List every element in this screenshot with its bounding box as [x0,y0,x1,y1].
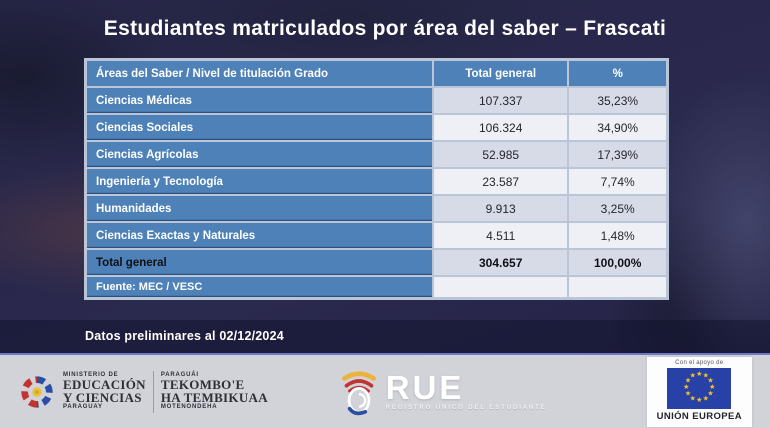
rue-tagline: REGISTRO ÚNICO DEL ESTUDIANTE [385,404,547,411]
ministry-line-small-top: MINISTERIO DE [63,372,119,378]
eu-star-icon: ★ [684,377,692,385]
background-dark-strip [0,320,770,353]
eu-star-icon: ★ [702,395,709,403]
percent-cell: 17,39% [569,142,666,167]
table-row: Humanidades 9.913 3,25% [87,196,666,221]
percent-cell: 35,23% [569,88,666,113]
preliminary-data-note: Datos preliminares al 02/12/2024 [85,329,284,343]
total-cell: 304.657 [434,250,568,275]
eu-support-text: Con el apoyo de [675,359,724,366]
guarani-line-small-top: PARAGUÁI [160,372,199,378]
ministry-logo: MINISTERIO DE EDUCACIÓN Y CIENCIAS PARAG… [18,370,268,413]
eu-star-icon: ★ [707,377,714,385]
eu-star-icon: ★ [702,372,709,380]
ministry-line-small-bottom: PARAGUAY [63,404,103,410]
eu-star-icon: ★ [689,372,696,380]
percent-cell: 1,48% [569,223,666,248]
table-body: Ciencias Médicas 107.337 35,23% Ciencias… [87,88,666,297]
ministry-text-es: MINISTERIO DE EDUCACIÓN Y CIENCIAS PARAG… [63,372,146,411]
eu-star-icon: ★ [709,384,716,391]
table-row: Fuente: MEC / VESC [87,277,666,297]
page-title: Estudiantes matriculados por área del sa… [103,17,667,40]
ministry-line-main2: Y CIENCIAS [63,389,142,405]
area-cell: Fuente: MEC / VESC [87,277,432,297]
percent-cell [569,277,666,297]
column-header-area: Áreas del Saber / Nivel de titulación Gr… [87,61,432,86]
eu-star-icon: ★ [696,371,703,378]
percent-cell: 34,90% [569,115,666,140]
area-cell: Ciencias Sociales [87,115,432,140]
rue-fingerprint-icon [341,370,376,415]
guarani-line-main1: TEKOMBO'E [160,377,245,392]
table-row: Ciencias Sociales 106.324 34,90% [87,115,666,140]
area-cell: Ciencias Médicas [87,88,432,113]
table-row: Ciencias Médicas 107.337 35,23% [87,88,666,113]
eu-support-box: Con el apoyo de ★ ★ ★ ★ ★ ★ ★ ★ ★ ★ ★ ★ UNIÓN EUROP… [646,356,752,427]
ministry-text-guarani: PARAGUÁI TEKOMBO'E HA TEMBIKUAA MOTENOND… [161,372,268,411]
area-cell: Ciencias Agrícolas [87,142,432,167]
total-cell [434,277,568,297]
percent-cell: 7,74% [569,169,666,194]
eu-star-icon: ★ [683,384,690,391]
ministry-emblem-icon [21,375,53,408]
area-cell: Total general [87,250,432,275]
total-cell: 23.587 [434,169,568,194]
column-header-total: Total general [434,61,568,86]
percent-cell: 100,00% [569,250,666,275]
eu-star-icon: ★ [684,390,692,398]
total-cell: 4.511 [434,223,568,248]
footer-band: MINISTERIO DE EDUCACIÓN Y CIENCIAS PARAG… [0,353,770,428]
eu-name: UNIÓN EUROPEA [656,410,742,422]
table-row: Total general 304.657 100,00% [87,250,666,275]
logo-divider [152,370,154,413]
area-cell: Ingeniería y Tecnología [87,169,432,194]
data-table: Áreas del Saber / Nivel de titulación Gr… [85,59,668,299]
eu-star-icon: ★ [689,395,696,403]
total-cell: 107.337 [434,88,568,113]
rue-logo: RUE REGISTRO ÚNICO DEL ESTUDIANTE [338,368,547,416]
eu-star-icon: ★ [707,390,714,398]
table-row: Ciencias Agrícolas 52.985 17,39% [87,142,666,167]
eu-star-icon: ★ [696,397,703,404]
ministry-line-main1: EDUCACIÓN [63,377,146,392]
guarani-line-small-bottom: MOTENONDEHA [160,404,218,410]
area-cell: Humanidades [87,196,432,221]
guarani-line-main2: HA TEMBIKUAA [160,389,268,405]
table-header-row: Áreas del Saber / Nivel de titulación Gr… [87,61,666,86]
eu-flag: ★ ★ ★ ★ ★ ★ ★ ★ ★ ★ ★ ★ [667,367,732,409]
rue-name: RUE [385,368,465,406]
area-cell: Ciencias Exactas y Naturales [87,223,432,248]
column-header-percent: % [569,61,666,86]
table-row: Ciencias Exactas y Naturales 4.511 1,48% [87,223,666,248]
total-cell: 52.985 [434,142,568,167]
percent-cell: 3,25% [569,196,666,221]
table-row: Ingeniería y Tecnología 23.587 7,74% [87,169,666,194]
total-cell: 9.913 [434,196,568,221]
rue-wordmark: RUE REGISTRO ÚNICO DEL ESTUDIANTE [385,368,547,411]
total-cell: 106.324 [434,115,568,140]
